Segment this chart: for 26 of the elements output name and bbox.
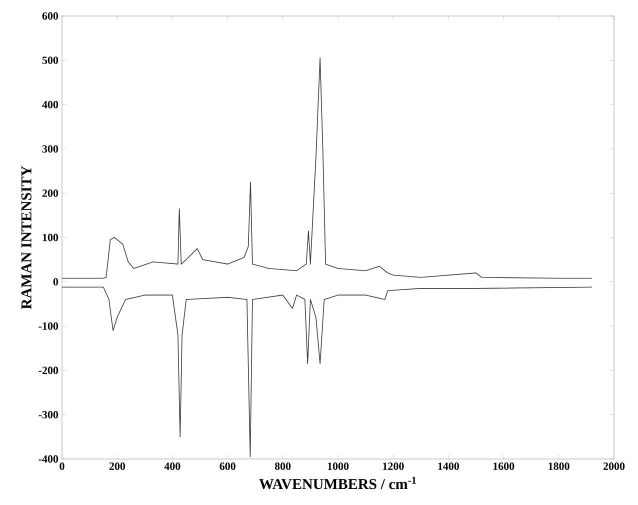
x-axis-title: WAVENUMBERS / cm$^{-1}$ xyxy=(259,476,416,490)
x-tick-label: 0 xyxy=(60,462,64,470)
x-tick-label: 1000 xyxy=(328,462,349,470)
line-series xyxy=(62,58,592,279)
y-tick-label: 600 xyxy=(42,12,58,20)
x-tick-label: 400 xyxy=(164,462,180,470)
x-tick-label: 2000 xyxy=(603,462,625,470)
y-tick-label: -300 xyxy=(38,410,58,418)
y-tick-label: 500 xyxy=(42,56,58,64)
x-tick-label: 1200 xyxy=(383,462,404,470)
y-tick-label: 100 xyxy=(42,234,58,242)
y-tick-label: -200 xyxy=(38,366,58,374)
y-tick-label: 300 xyxy=(42,145,58,153)
x-tick-label: 1600 xyxy=(493,462,514,470)
y-tick-label: 400 xyxy=(42,100,58,108)
y-axis-title: RAMAN INTENSITY xyxy=(21,166,32,310)
y-tick-label: -100 xyxy=(38,322,58,330)
x-tick-label: 800 xyxy=(274,462,291,470)
y-tick-label: 200 xyxy=(42,189,58,197)
x-tick-label: 1400 xyxy=(438,462,459,470)
y-tick-label: 0 xyxy=(53,278,58,286)
line-series xyxy=(62,286,592,458)
y-tick-label: -400 xyxy=(38,455,58,463)
x-tick-label: 600 xyxy=(220,462,236,470)
x-tick-label: 1800 xyxy=(548,462,570,470)
x-tick-label: 200 xyxy=(109,462,126,470)
